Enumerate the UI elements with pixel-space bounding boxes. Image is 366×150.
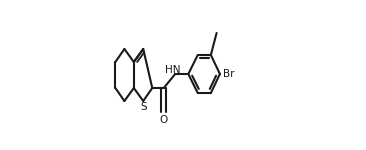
Text: HN: HN: [165, 65, 180, 75]
Text: S: S: [140, 102, 146, 112]
Text: Br: Br: [223, 69, 234, 79]
Text: O: O: [160, 115, 168, 125]
